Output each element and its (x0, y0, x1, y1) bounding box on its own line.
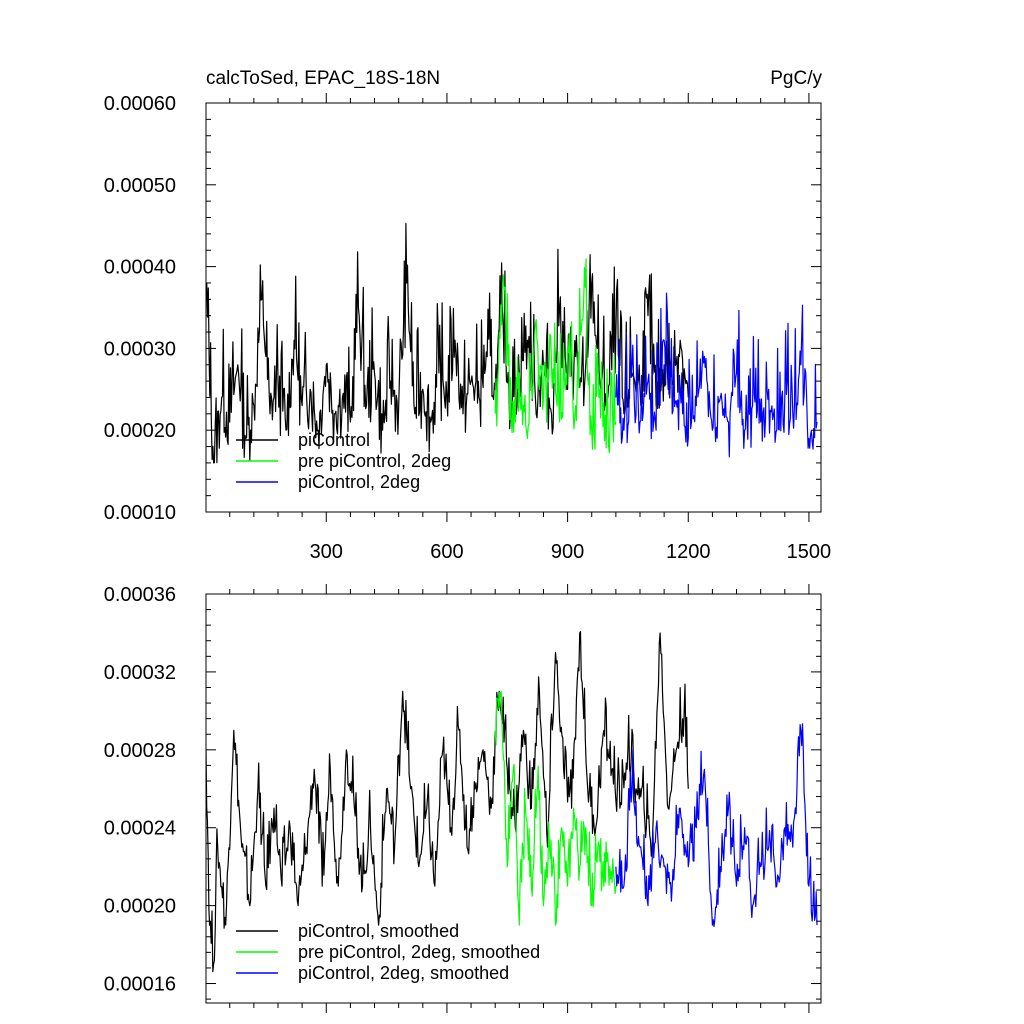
series-line-2 (615, 292, 818, 458)
legend-label: piControl, smoothed (298, 921, 459, 941)
series-line-1 (494, 690, 617, 926)
legend-label: pre piControl, 2deg, smoothed (298, 942, 540, 962)
legend-label: piControl (298, 430, 370, 450)
chart-units-label: PgC/y (770, 68, 822, 89)
bottom-axes-group: 0.00016 0.00020 0.00024 0.00028 0.00032 0.000… (104, 584, 822, 1013)
y-tick-label: 0.00010 (104, 502, 176, 524)
legend-label: pre piControl, 2deg (298, 451, 451, 471)
y-tick-label: 0.00020 (104, 420, 176, 442)
top-chart-panel: calcToSed, EPAC_18S-18N PgC/y 0.000100.0… (104, 68, 831, 563)
series-line-0 (206, 631, 689, 973)
y-tick-label: 0.00040 (104, 257, 176, 279)
bottom-series-group (206, 631, 818, 973)
series-line-2 (615, 723, 818, 928)
x-tick-label: 900 (551, 541, 584, 563)
series-line-1 (494, 258, 617, 454)
y-tick-label: 0.00016 (104, 974, 176, 996)
y-tick-label: 0.00030 (104, 338, 176, 360)
y-tick-label: 0.00050 (104, 175, 176, 197)
x-tick-label: 1500 (787, 541, 832, 563)
y-tick-label: 0.00036 (104, 584, 176, 606)
x-tick-label: 300 (310, 541, 343, 563)
plot-frame (205, 102, 822, 513)
chart-title-left: calcToSed, EPAC_18S-18N (206, 68, 440, 89)
bottom-chart-panel: 0.00016 0.00020 0.00024 0.00028 0.00032 0.000… (104, 584, 822, 1013)
legend-label: piControl, 2deg, smoothed (298, 963, 509, 983)
x-tick-label: 1200 (666, 541, 711, 563)
top-series-group (206, 222, 818, 464)
legend-label: piControl, 2deg (298, 472, 420, 492)
x-tick-label: 600 (430, 541, 463, 563)
y-tick-label: 0.00032 (104, 662, 176, 684)
y-tick-label: 0.00028 (104, 740, 176, 762)
top-axes-group: 0.00010 0.00020 0.00030 0.00040 0.00050 0.000… (104, 93, 831, 563)
plot-frame (205, 593, 822, 1004)
y-tick-label: 0.00024 (104, 818, 176, 840)
y-tick-label: 0.00060 (104, 93, 176, 115)
y-tick-label: 0.00020 (104, 896, 176, 918)
